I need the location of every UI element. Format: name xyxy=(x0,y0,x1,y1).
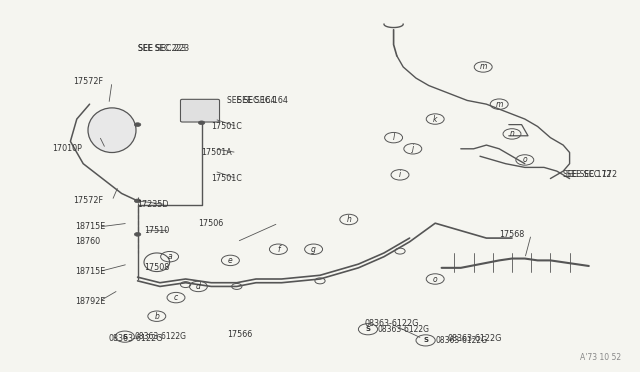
Text: 08363-6122G: 08363-6122G xyxy=(378,325,429,334)
Text: A'73 10 52: A'73 10 52 xyxy=(580,353,621,362)
Text: 08363-6122G: 08363-6122G xyxy=(365,319,419,328)
Circle shape xyxy=(134,123,141,126)
Text: 17235D: 17235D xyxy=(138,200,169,209)
Text: a: a xyxy=(167,252,172,261)
Text: d: d xyxy=(196,282,201,291)
Text: m: m xyxy=(479,62,487,71)
Circle shape xyxy=(198,121,205,125)
Text: 17501C: 17501C xyxy=(211,122,242,131)
Text: 18715E: 18715E xyxy=(76,267,106,276)
Text: 08363-6122G: 08363-6122G xyxy=(109,334,163,343)
Text: 17510: 17510 xyxy=(144,226,169,235)
FancyBboxPatch shape xyxy=(180,99,220,122)
Text: 17506: 17506 xyxy=(198,219,223,228)
Text: 17010P: 17010P xyxy=(52,144,83,153)
Text: 18792E: 18792E xyxy=(76,297,106,306)
Text: i: i xyxy=(399,170,401,179)
Text: b: b xyxy=(154,312,159,321)
Text: f: f xyxy=(277,245,280,254)
Ellipse shape xyxy=(88,108,136,153)
Text: SEE SEC.223: SEE SEC.223 xyxy=(138,44,186,53)
Text: 18715E: 18715E xyxy=(76,222,106,231)
Text: 17568: 17568 xyxy=(499,230,524,239)
Text: SEE SEC.172: SEE SEC.172 xyxy=(566,170,618,179)
Text: S: S xyxy=(122,334,127,340)
Text: 17572F: 17572F xyxy=(74,77,104,86)
Text: 17508: 17508 xyxy=(144,263,169,272)
Text: o: o xyxy=(522,155,527,164)
Text: 08363-6122G: 08363-6122G xyxy=(435,336,487,345)
Text: S: S xyxy=(423,337,428,343)
Circle shape xyxy=(134,199,141,203)
Text: 17501C: 17501C xyxy=(211,174,242,183)
Text: l: l xyxy=(392,133,395,142)
Text: S: S xyxy=(365,326,371,332)
Text: 17572F: 17572F xyxy=(74,196,104,205)
Text: 18760: 18760 xyxy=(76,237,100,246)
Text: 17566: 17566 xyxy=(227,330,252,339)
Text: 08363-6122G: 08363-6122G xyxy=(448,334,502,343)
Text: SEE SEC.172: SEE SEC.172 xyxy=(563,170,611,179)
Text: SEE SEC.164: SEE SEC.164 xyxy=(227,96,275,105)
Text: 17501A: 17501A xyxy=(202,148,232,157)
Text: SEE SEC.223: SEE SEC.223 xyxy=(138,44,189,53)
Text: h: h xyxy=(346,215,351,224)
Text: j: j xyxy=(412,144,414,153)
Text: g: g xyxy=(311,245,316,254)
Circle shape xyxy=(134,232,141,236)
Text: 08363-6122G: 08363-6122G xyxy=(134,332,186,341)
Text: e: e xyxy=(228,256,233,265)
Text: o: o xyxy=(433,275,438,283)
Text: n: n xyxy=(509,129,515,138)
Text: k: k xyxy=(433,115,437,124)
Text: SEE SEC.164: SEE SEC.164 xyxy=(237,96,287,105)
Text: c: c xyxy=(174,293,178,302)
Text: m: m xyxy=(495,100,503,109)
